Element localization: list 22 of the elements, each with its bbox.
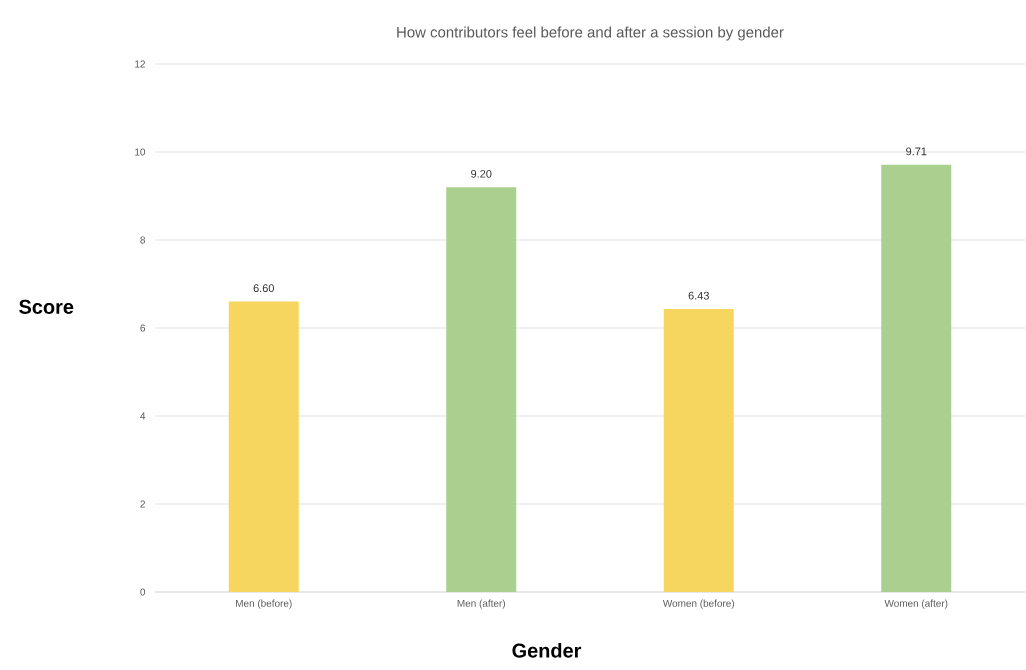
x-tick-label: Women (before) [662, 599, 735, 609]
bar [881, 164, 952, 592]
data-label: 6.60 [253, 284, 274, 293]
data-label: 9.71 [906, 147, 927, 156]
bar [446, 187, 517, 592]
y-tick-label: 2 [140, 500, 145, 508]
x-axis-title: Gender [512, 643, 582, 658]
x-tick-label: Men (before) [236, 599, 292, 609]
x-tick-label: Women (after) [884, 599, 948, 609]
data-label: 6.43 [688, 291, 709, 300]
bar [663, 309, 734, 592]
x-tick-label: Men (after) [457, 599, 505, 609]
y-tick-label: 0 [140, 588, 146, 596]
chart-title: How contributors feel before and after a session by gender [397, 26, 784, 41]
bar [228, 301, 299, 592]
y-axis-title: Score [19, 299, 74, 314]
y-tick-label: 12 [135, 60, 145, 68]
y-tick-label: 10 [135, 148, 146, 156]
data-label: 9.20 [471, 169, 492, 178]
y-tick-label: 6 [140, 324, 146, 332]
y-tick-label: 8 [140, 236, 146, 244]
y-tick-label: 4 [140, 412, 146, 420]
